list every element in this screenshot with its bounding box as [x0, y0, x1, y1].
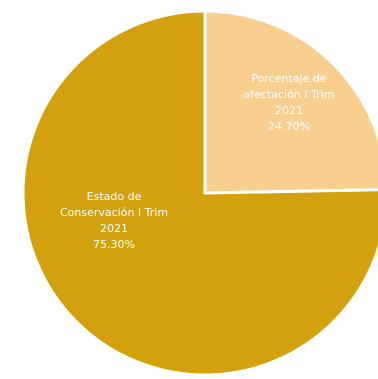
pie-labels: Porcentaje de afectación I Trim 2021 24.70%…	[60, 72, 335, 251]
pie-slice-1	[21, 9, 378, 377]
pie-slice-0	[203, 9, 378, 195]
slice-category-label-line: Conservación I Trim	[60, 206, 168, 219]
pie-slices	[21, 9, 378, 377]
slice-category-label-line: afectación I Trim	[244, 88, 335, 101]
slice-category-label-line: 2021	[100, 222, 128, 235]
slice-value-label: 24.70%	[268, 120, 310, 133]
slice-label-1: Estado de Conservación I Trim 2021 75.30%	[60, 190, 168, 251]
slice-label-0: Porcentaje de afectación I Trim 2021 24.70%	[244, 72, 335, 133]
slice-category-label-line: Porcentaje de	[251, 72, 326, 85]
slice-category-label-line: 2021	[275, 104, 303, 117]
slice-category-label-line: Estado de	[87, 190, 142, 203]
slice-value-label: 75.30%	[93, 238, 135, 251]
